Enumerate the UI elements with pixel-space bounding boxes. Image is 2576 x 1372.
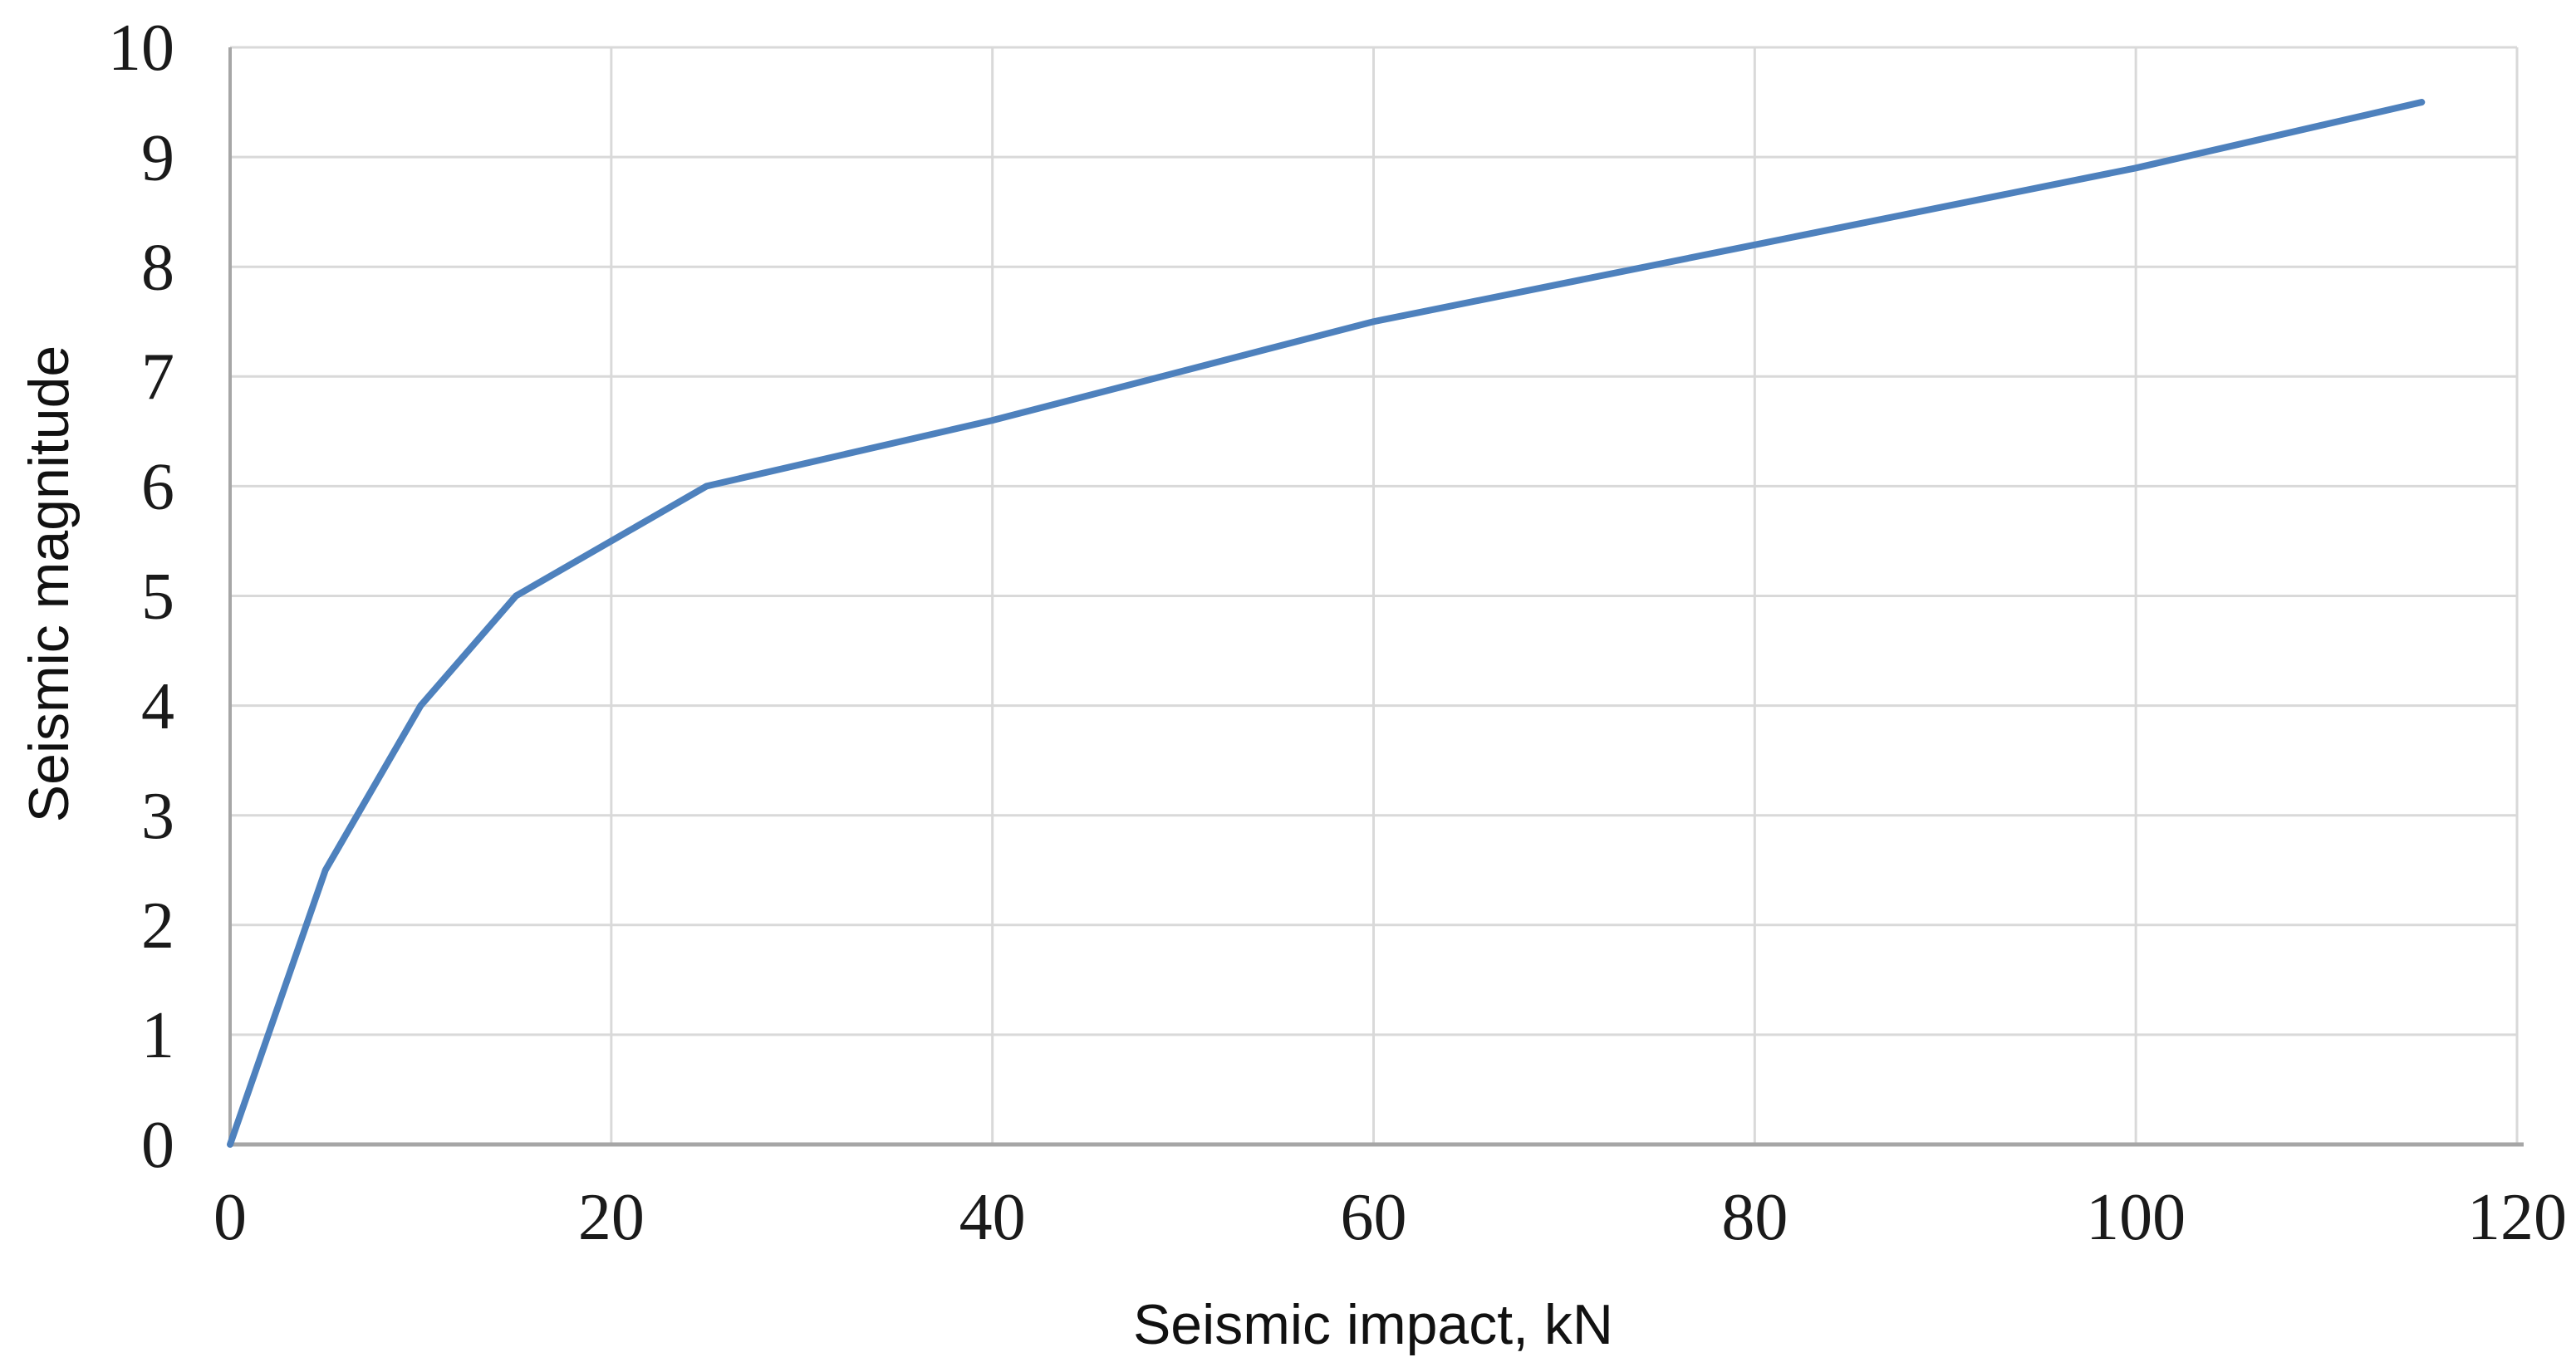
y-tick-label: 6 (141, 451, 174, 524)
y-tick-label: 4 (141, 670, 174, 743)
x-axis-title: Seismic impact, kN (1133, 1293, 1613, 1356)
x-tick-label: 80 (1721, 1181, 1788, 1254)
gridlines-group (230, 46, 2519, 1144)
y-axis-title: Seismic magnitude (17, 345, 81, 822)
y-tick-label: 9 (141, 121, 174, 194)
x-tick-label: 120 (2467, 1181, 2567, 1254)
series-group (227, 99, 2426, 1148)
y-tick-label: 1 (141, 999, 174, 1072)
y-tick-label: 7 (141, 341, 174, 414)
y-tick-label: 5 (141, 561, 174, 634)
y-tick-label: 8 (141, 231, 174, 304)
x-tick-label: 40 (959, 1181, 1026, 1254)
y-tick-label: 10 (108, 12, 174, 85)
x-tick-label: 0 (213, 1181, 247, 1254)
x-tick-label: 60 (1341, 1181, 1407, 1254)
chart-line-series (227, 99, 2426, 1148)
y-tick-label: 0 (141, 1109, 174, 1182)
x-tick-label: 20 (578, 1181, 645, 1254)
y-tick-label: 2 (141, 889, 174, 963)
y-tick-label: 3 (141, 780, 174, 853)
x-tick-label: 100 (2086, 1181, 2186, 1254)
axes-group (228, 47, 2524, 1147)
